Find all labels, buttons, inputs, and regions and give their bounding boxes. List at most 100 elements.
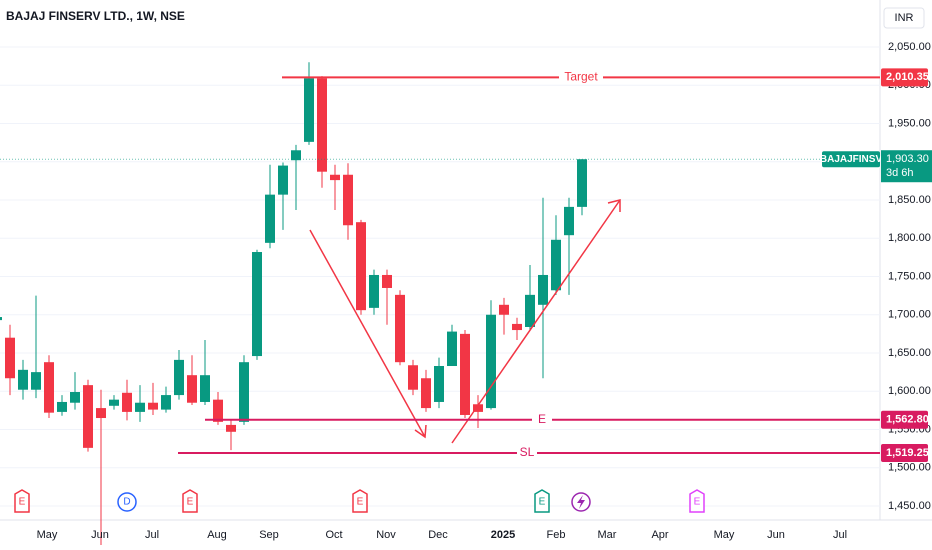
candle-body xyxy=(291,150,301,161)
candle-body xyxy=(382,274,392,288)
event-marker[interactable]: E xyxy=(689,489,705,513)
candle-body xyxy=(200,375,210,402)
candle-body xyxy=(44,362,54,413)
event-marker[interactable]: E xyxy=(14,489,30,513)
candle-body xyxy=(148,402,158,410)
candle-body xyxy=(0,317,2,321)
symbol-label: BAJAJFINSV xyxy=(820,154,883,165)
candle-body xyxy=(239,362,249,422)
candle-body xyxy=(356,222,366,311)
event-marker[interactable]: E xyxy=(352,489,368,513)
candle-body xyxy=(538,274,548,305)
level-name: E xyxy=(538,412,546,426)
candle-body xyxy=(512,323,522,331)
candle-body xyxy=(473,404,483,412)
y-tick-label: 1,950.00 xyxy=(888,117,931,129)
level-price-box xyxy=(881,444,928,463)
event-label: D xyxy=(123,497,130,508)
candle-body xyxy=(122,392,132,412)
y-tick-label: 1,500.00 xyxy=(888,462,931,474)
event-label: E xyxy=(19,497,26,508)
x-tick-label: Jun xyxy=(767,529,785,541)
candle-body xyxy=(5,337,15,379)
candle-body xyxy=(421,378,431,409)
candle-body xyxy=(395,294,405,363)
event-label: E xyxy=(539,497,546,508)
candle-body xyxy=(187,375,197,403)
candle-body xyxy=(564,206,574,236)
candle-body xyxy=(226,424,236,432)
candle-body xyxy=(460,333,470,415)
candle-body xyxy=(265,194,275,243)
x-tick-label: May xyxy=(714,529,735,541)
plot xyxy=(0,46,880,546)
lightning xyxy=(577,495,585,509)
countdown: 3d 6h xyxy=(886,167,914,179)
candle-body xyxy=(18,369,28,390)
x-tick-label: May xyxy=(37,529,58,541)
x-tick-label: Aug xyxy=(207,529,227,541)
event-badge xyxy=(117,492,137,512)
y-tick-label: 1,750.00 xyxy=(888,270,931,282)
lightning-icon[interactable] xyxy=(571,492,591,512)
x-tick-label: Jul xyxy=(833,529,847,541)
level-price: 1,519.25 xyxy=(886,447,929,459)
event-marker[interactable]: E xyxy=(534,489,550,513)
arrow-head xyxy=(607,199,621,212)
candle-body xyxy=(343,174,353,226)
candle-body xyxy=(486,314,496,409)
candle-body xyxy=(135,402,145,412)
level-price: 2,010.35 xyxy=(886,71,929,83)
level-name: SL xyxy=(520,445,535,459)
candle-body xyxy=(408,365,418,390)
chart-title: BAJAJ FINSERV LTD., 1W, NSE xyxy=(6,9,185,23)
y-tick-label: 1,850.00 xyxy=(888,194,931,206)
event-label: E xyxy=(357,497,364,508)
candle-body xyxy=(31,372,41,390)
x-tick-label: Mar xyxy=(598,529,617,541)
candle-body xyxy=(109,399,119,406)
level-price: 1,562.80 xyxy=(886,414,929,426)
candle-body xyxy=(551,239,561,291)
arrow-down xyxy=(309,229,426,438)
candle-body xyxy=(447,331,457,367)
x-tick-label: Oct xyxy=(325,529,342,541)
candle-body xyxy=(499,304,509,315)
event-marker[interactable]: E xyxy=(182,489,198,513)
y-tick-label: 1,450.00 xyxy=(888,500,931,512)
event-badge xyxy=(14,489,30,513)
event-label: E xyxy=(694,497,701,508)
currency: INR xyxy=(895,12,914,24)
x-tick-label: Jun xyxy=(91,529,109,541)
candle-body xyxy=(577,159,587,207)
candle-body xyxy=(213,399,223,422)
arrow-up xyxy=(451,199,621,444)
candle-body xyxy=(70,392,80,403)
event-marker[interactable]: D xyxy=(117,492,137,512)
level-price-box xyxy=(881,410,928,429)
candle-body xyxy=(304,78,314,142)
y-tick-label: 2,050.00 xyxy=(888,41,931,53)
y-tick-label: 1,700.00 xyxy=(888,309,931,321)
candle-body xyxy=(278,165,288,195)
level-name: Target xyxy=(564,70,598,84)
x-tick-label: Nov xyxy=(376,529,396,541)
event-label: E xyxy=(187,497,194,508)
currency-box[interactable] xyxy=(883,7,925,29)
candle-body xyxy=(525,294,535,327)
drawings xyxy=(309,199,621,444)
arrow-head xyxy=(414,424,427,439)
candle-body xyxy=(57,401,67,412)
y-tick-label: 1,800.00 xyxy=(888,232,931,244)
y-tick-label: 1,600.00 xyxy=(888,385,931,397)
last-price-box xyxy=(881,150,932,183)
symbol-box xyxy=(822,151,880,168)
x-tick-label: Dec xyxy=(428,529,448,541)
level-price-box xyxy=(881,68,928,87)
event-badge xyxy=(352,489,368,513)
candle-body xyxy=(252,252,262,357)
candle-body xyxy=(83,385,93,448)
event-badge xyxy=(689,489,705,513)
